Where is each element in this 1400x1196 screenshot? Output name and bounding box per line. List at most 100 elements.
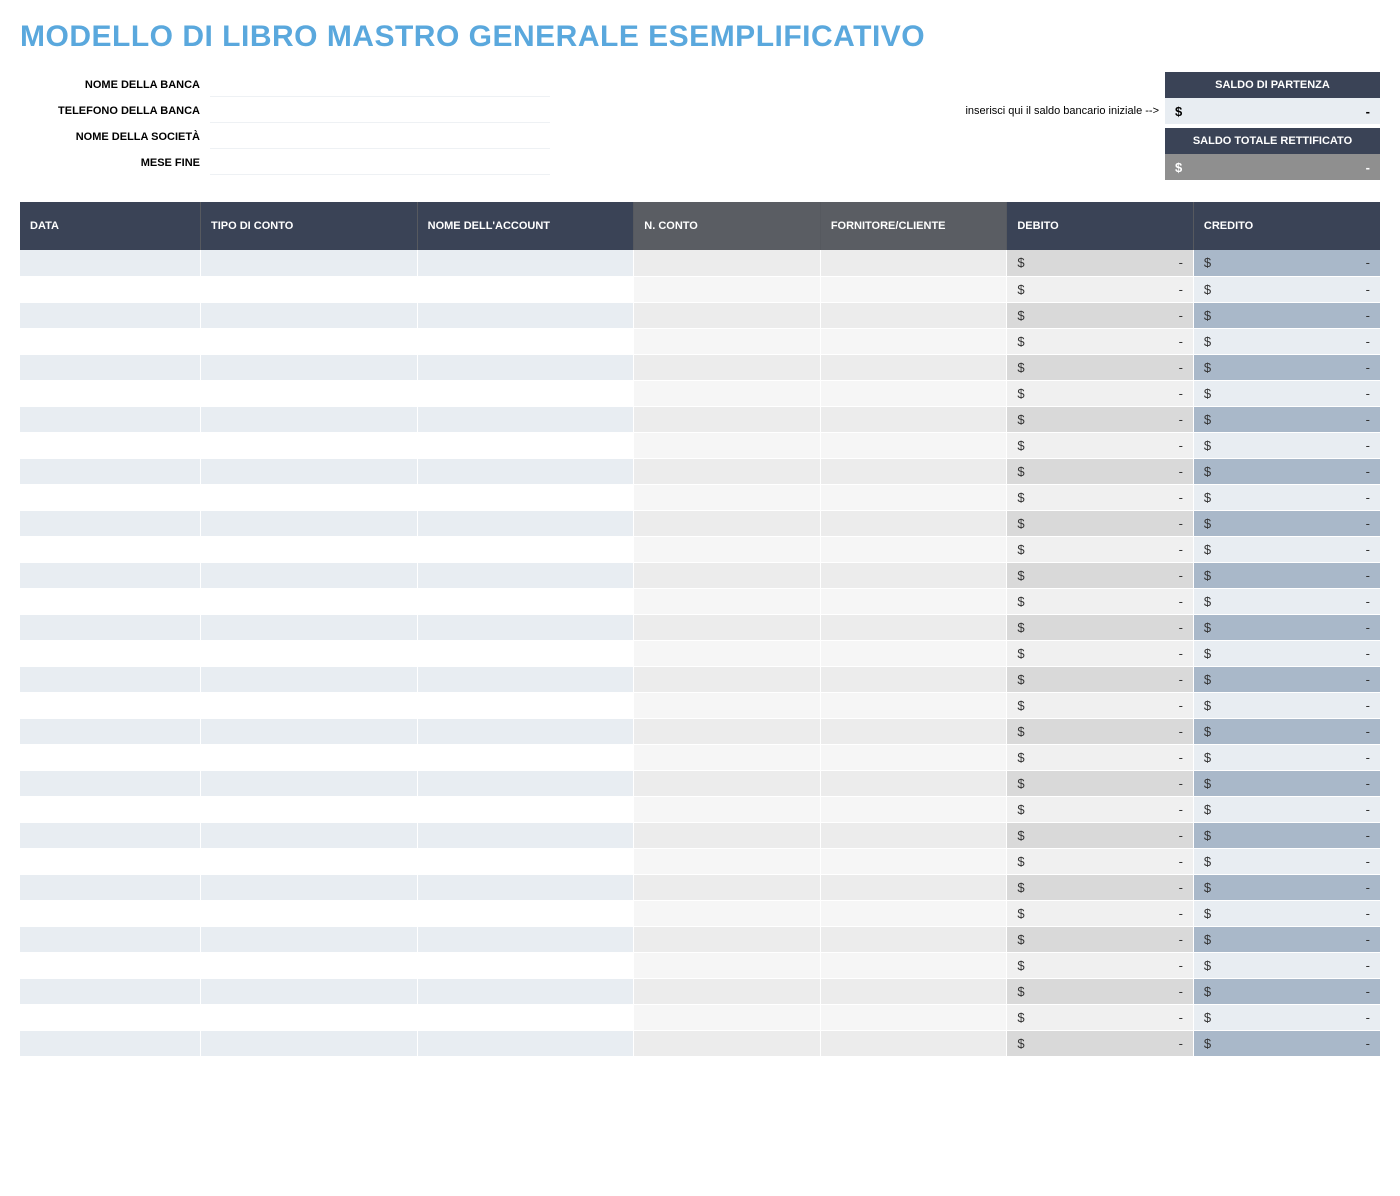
- cell-fornitore[interactable]: [820, 848, 1007, 874]
- cell-data[interactable]: [20, 744, 201, 770]
- cell-fornitore[interactable]: [820, 354, 1007, 380]
- cell-nconto[interactable]: [634, 900, 821, 926]
- cell-fornitore[interactable]: [820, 900, 1007, 926]
- cell-credito[interactable]: $-: [1193, 536, 1380, 562]
- cell-nome[interactable]: [417, 640, 634, 666]
- cell-tipo[interactable]: [201, 588, 418, 614]
- cell-data[interactable]: [20, 952, 201, 978]
- cell-fornitore[interactable]: [820, 874, 1007, 900]
- cell-debito[interactable]: $-: [1007, 978, 1194, 1004]
- cell-data[interactable]: [20, 562, 201, 588]
- cell-nconto[interactable]: [634, 640, 821, 666]
- cell-fornitore[interactable]: [820, 380, 1007, 406]
- cell-credito[interactable]: $-: [1193, 952, 1380, 978]
- cell-fornitore[interactable]: [820, 952, 1007, 978]
- cell-data[interactable]: [20, 328, 201, 354]
- cell-credito[interactable]: $-: [1193, 614, 1380, 640]
- cell-nconto[interactable]: [634, 666, 821, 692]
- cell-credito[interactable]: $-: [1193, 666, 1380, 692]
- cell-tipo[interactable]: [201, 848, 418, 874]
- cell-fornitore[interactable]: [820, 692, 1007, 718]
- cell-tipo[interactable]: [201, 900, 418, 926]
- cell-tipo[interactable]: [201, 640, 418, 666]
- cell-nconto[interactable]: [634, 510, 821, 536]
- cell-nome[interactable]: [417, 614, 634, 640]
- cell-tipo[interactable]: [201, 276, 418, 302]
- cell-fornitore[interactable]: [820, 458, 1007, 484]
- cell-tipo[interactable]: [201, 1030, 418, 1056]
- cell-data[interactable]: [20, 640, 201, 666]
- cell-fornitore[interactable]: [820, 328, 1007, 354]
- cell-nconto[interactable]: [634, 718, 821, 744]
- cell-tipo[interactable]: [201, 692, 418, 718]
- cell-fornitore[interactable]: [820, 588, 1007, 614]
- cell-fornitore[interactable]: [820, 562, 1007, 588]
- cell-tipo[interactable]: [201, 770, 418, 796]
- cell-credito[interactable]: $-: [1193, 978, 1380, 1004]
- cell-nome[interactable]: [417, 900, 634, 926]
- cell-data[interactable]: [20, 1004, 201, 1030]
- cell-tipo[interactable]: [201, 458, 418, 484]
- cell-credito[interactable]: $-: [1193, 250, 1380, 276]
- cell-fornitore[interactable]: [820, 510, 1007, 536]
- cell-nconto[interactable]: [634, 1004, 821, 1030]
- cell-data[interactable]: [20, 276, 201, 302]
- cell-tipo[interactable]: [201, 354, 418, 380]
- cell-debito[interactable]: $-: [1007, 588, 1194, 614]
- cell-fornitore[interactable]: [820, 926, 1007, 952]
- cell-credito[interactable]: $-: [1193, 484, 1380, 510]
- cell-credito[interactable]: $-: [1193, 692, 1380, 718]
- cell-nome[interactable]: [417, 250, 634, 276]
- cell-nconto[interactable]: [634, 848, 821, 874]
- info-input[interactable]: [210, 99, 550, 123]
- cell-debito[interactable]: $-: [1007, 692, 1194, 718]
- cell-data[interactable]: [20, 718, 201, 744]
- cell-fornitore[interactable]: [820, 406, 1007, 432]
- cell-nconto[interactable]: [634, 926, 821, 952]
- cell-data[interactable]: [20, 666, 201, 692]
- cell-credito[interactable]: $-: [1193, 848, 1380, 874]
- cell-debito[interactable]: $-: [1007, 614, 1194, 640]
- cell-nome[interactable]: [417, 978, 634, 1004]
- cell-fornitore[interactable]: [820, 1030, 1007, 1056]
- cell-tipo[interactable]: [201, 406, 418, 432]
- cell-fornitore[interactable]: [820, 718, 1007, 744]
- cell-data[interactable]: [20, 354, 201, 380]
- cell-debito[interactable]: $-: [1007, 536, 1194, 562]
- cell-debito[interactable]: $-: [1007, 484, 1194, 510]
- cell-data[interactable]: [20, 510, 201, 536]
- cell-debito[interactable]: $-: [1007, 926, 1194, 952]
- cell-data[interactable]: [20, 1030, 201, 1056]
- cell-data[interactable]: [20, 380, 201, 406]
- cell-fornitore[interactable]: [820, 276, 1007, 302]
- cell-tipo[interactable]: [201, 952, 418, 978]
- cell-nconto[interactable]: [634, 458, 821, 484]
- cell-fornitore[interactable]: [820, 640, 1007, 666]
- cell-tipo[interactable]: [201, 614, 418, 640]
- cell-tipo[interactable]: [201, 536, 418, 562]
- cell-nome[interactable]: [417, 770, 634, 796]
- cell-credito[interactable]: $-: [1193, 380, 1380, 406]
- info-input[interactable]: [210, 151, 550, 175]
- cell-debito[interactable]: $-: [1007, 848, 1194, 874]
- cell-nconto[interactable]: [634, 380, 821, 406]
- cell-debito[interactable]: $-: [1007, 406, 1194, 432]
- cell-fornitore[interactable]: [820, 822, 1007, 848]
- cell-nconto[interactable]: [634, 744, 821, 770]
- cell-fornitore[interactable]: [820, 536, 1007, 562]
- cell-tipo[interactable]: [201, 744, 418, 770]
- cell-fornitore[interactable]: [820, 796, 1007, 822]
- cell-nconto[interactable]: [634, 978, 821, 1004]
- cell-nome[interactable]: [417, 302, 634, 328]
- cell-nconto[interactable]: [634, 952, 821, 978]
- cell-nconto[interactable]: [634, 536, 821, 562]
- cell-debito[interactable]: $-: [1007, 822, 1194, 848]
- cell-fornitore[interactable]: [820, 744, 1007, 770]
- cell-data[interactable]: [20, 692, 201, 718]
- cell-tipo[interactable]: [201, 484, 418, 510]
- cell-debito[interactable]: $-: [1007, 744, 1194, 770]
- cell-nome[interactable]: [417, 536, 634, 562]
- cell-nconto[interactable]: [634, 354, 821, 380]
- cell-credito[interactable]: $-: [1193, 900, 1380, 926]
- cell-credito[interactable]: $-: [1193, 432, 1380, 458]
